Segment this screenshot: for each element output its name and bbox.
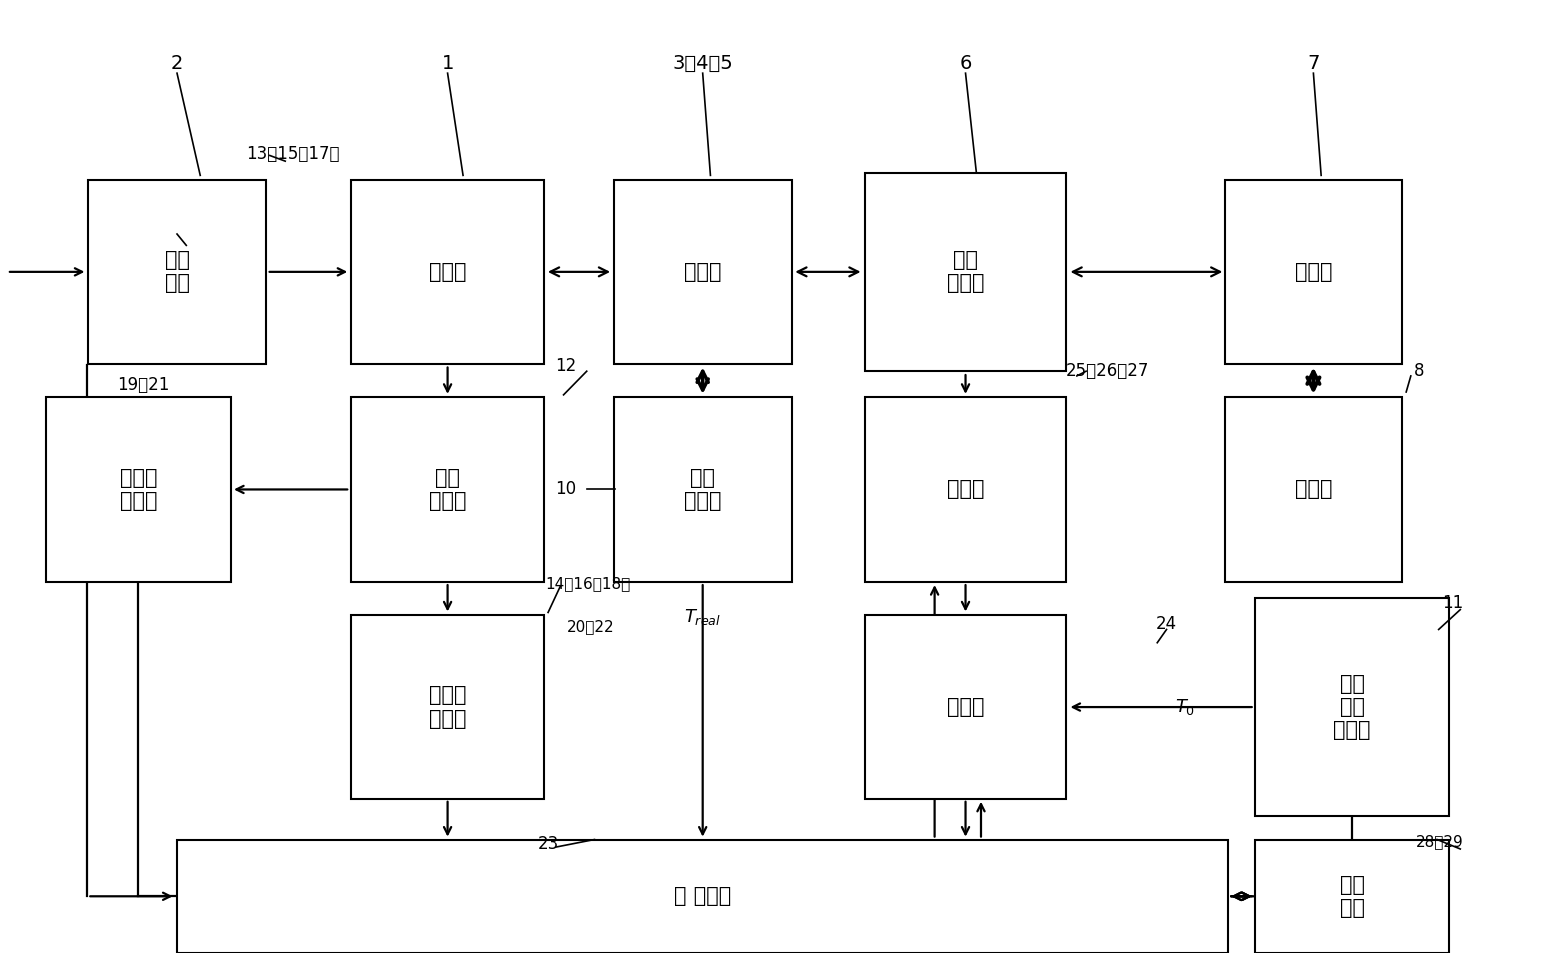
Text: 3、4、5: 3、4、5 bbox=[672, 54, 733, 73]
Text: 功率检
测采集: 功率检 测采集 bbox=[429, 685, 466, 729]
Bar bbox=[613, 180, 791, 364]
Text: 8: 8 bbox=[1413, 362, 1424, 380]
Bar bbox=[87, 180, 265, 364]
Text: 2: 2 bbox=[172, 54, 183, 73]
Bar bbox=[45, 397, 231, 582]
Bar bbox=[351, 614, 544, 800]
Text: 环境
温度
传感器: 环境 温度 传感器 bbox=[1334, 674, 1371, 740]
Bar bbox=[613, 397, 791, 582]
Text: 导热层: 导热层 bbox=[683, 262, 721, 282]
Text: 23: 23 bbox=[538, 835, 558, 853]
Bar bbox=[176, 840, 1228, 953]
Text: 20、22: 20、22 bbox=[566, 619, 615, 635]
Text: 控制器: 控制器 bbox=[947, 479, 984, 499]
Text: 偏振
分光器: 偏振 分光器 bbox=[429, 468, 466, 511]
Text: 10: 10 bbox=[555, 480, 576, 498]
Text: 1: 1 bbox=[441, 54, 454, 73]
Text: 驱动器: 驱动器 bbox=[947, 697, 984, 717]
Text: 功率检
测采集: 功率检 测采集 bbox=[120, 468, 158, 511]
Bar bbox=[351, 397, 544, 582]
Text: 14、16、18、: 14、16、18、 bbox=[544, 577, 630, 591]
Text: 13、15、17、: 13、15、17、 bbox=[246, 145, 340, 162]
Text: 28、29: 28、29 bbox=[1415, 834, 1463, 849]
Text: 导热层: 导热层 bbox=[1295, 262, 1332, 282]
Text: 19、21: 19、21 bbox=[117, 376, 170, 395]
Text: 25、26、27: 25、26、27 bbox=[1065, 362, 1150, 380]
Bar bbox=[866, 614, 1065, 800]
Bar bbox=[1225, 397, 1402, 582]
Bar bbox=[1225, 180, 1402, 364]
Text: 7: 7 bbox=[1307, 54, 1320, 73]
Text: 激光管: 激光管 bbox=[429, 262, 466, 282]
Text: 6: 6 bbox=[959, 54, 972, 73]
Text: 散热器: 散热器 bbox=[1295, 479, 1332, 499]
Bar bbox=[866, 397, 1065, 582]
Text: 高压
电源: 高压 电源 bbox=[164, 251, 189, 294]
Text: $T_0$: $T_0$ bbox=[1175, 697, 1195, 717]
Text: 12: 12 bbox=[555, 357, 576, 375]
Text: 微 处理器: 微 处理器 bbox=[674, 886, 732, 906]
Text: 24: 24 bbox=[1156, 614, 1178, 633]
Text: 温度
传感器: 温度 传感器 bbox=[683, 468, 721, 511]
Text: 11: 11 bbox=[1441, 594, 1463, 612]
Bar bbox=[1256, 598, 1449, 816]
Text: 热电
致冷器: 热电 致冷器 bbox=[947, 251, 984, 294]
Bar bbox=[1256, 840, 1449, 953]
Bar bbox=[866, 173, 1065, 372]
Text: 状态
指示: 状态 指示 bbox=[1340, 875, 1365, 918]
Text: $T_{real}$: $T_{real}$ bbox=[685, 607, 721, 627]
Bar bbox=[351, 180, 544, 364]
